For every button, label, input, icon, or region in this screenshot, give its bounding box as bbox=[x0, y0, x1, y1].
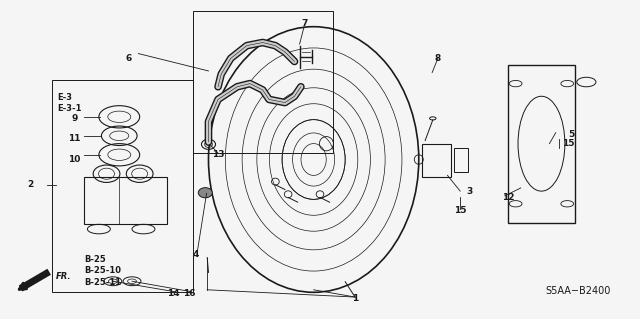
Bar bbox=[454, 148, 468, 172]
Text: 16: 16 bbox=[183, 289, 196, 298]
Text: 3: 3 bbox=[467, 187, 473, 196]
Bar bbox=[422, 144, 451, 177]
Text: E-3-1: E-3-1 bbox=[58, 104, 82, 113]
Text: 15: 15 bbox=[454, 206, 467, 215]
Text: 5: 5 bbox=[568, 130, 575, 139]
Bar bbox=[52, 80, 193, 292]
Text: B-25-10: B-25-10 bbox=[84, 266, 121, 275]
Bar bbox=[508, 65, 575, 223]
Text: 4: 4 bbox=[193, 250, 199, 259]
Text: 14: 14 bbox=[167, 289, 180, 298]
Text: 12: 12 bbox=[502, 193, 514, 202]
Text: 9: 9 bbox=[72, 114, 78, 123]
Text: S5AA−B2400: S5AA−B2400 bbox=[545, 286, 611, 296]
Ellipse shape bbox=[198, 188, 212, 198]
Text: 10: 10 bbox=[68, 155, 81, 164]
Text: 15: 15 bbox=[563, 139, 575, 148]
Text: 1: 1 bbox=[352, 294, 358, 303]
Text: B-25: B-25 bbox=[84, 255, 106, 263]
Bar bbox=[193, 11, 333, 153]
Text: 6: 6 bbox=[125, 54, 132, 63]
Text: 13: 13 bbox=[212, 150, 224, 159]
Text: B-25-11: B-25-11 bbox=[84, 278, 122, 287]
Text: E-3: E-3 bbox=[58, 93, 72, 102]
Text: 7: 7 bbox=[301, 19, 307, 28]
Text: FR.: FR. bbox=[56, 272, 71, 281]
Text: 11: 11 bbox=[68, 134, 81, 144]
Text: 2: 2 bbox=[27, 180, 33, 189]
Bar bbox=[84, 177, 167, 224]
Text: 8: 8 bbox=[435, 54, 441, 63]
